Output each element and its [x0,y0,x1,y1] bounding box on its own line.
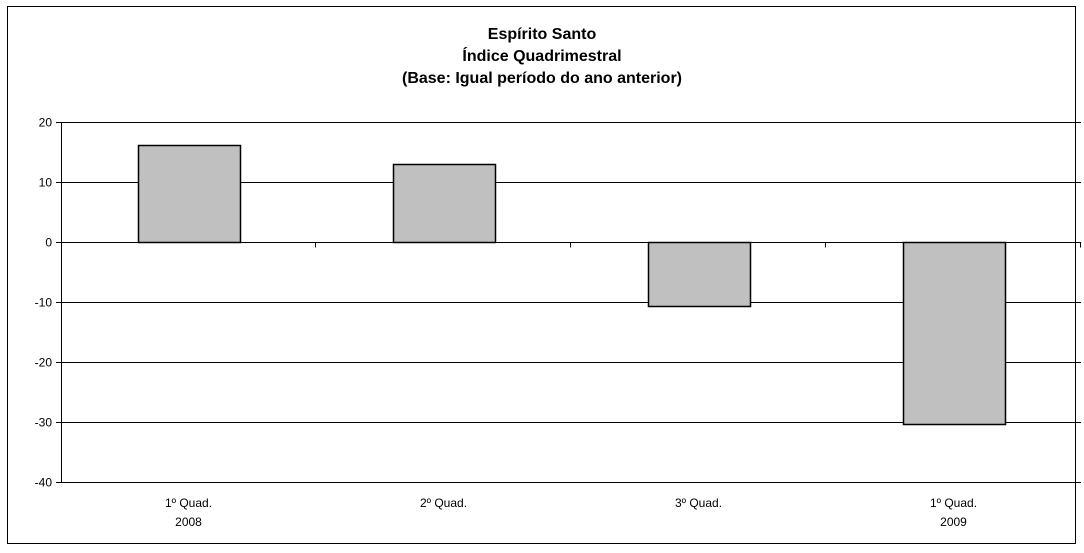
bar [647,241,752,308]
x-category-label: 1º Quad. 2009 [930,496,977,529]
chart-title: Espírito Santo Índice Quadrimestral (Bas… [0,24,1084,90]
x-category-label: 2º Quad. [420,496,467,510]
bar [392,163,497,244]
y-tick-label: 20 [39,116,53,130]
y-tick-label: 10 [39,176,53,190]
y-tick-label: -40 [35,476,53,490]
chart-title-line-3: (Base: Igual período do ano anterior) [401,70,683,87]
x-category-label: 3º Quad. [675,496,722,510]
chart-title-line-2: Índice Quadrimestral [462,48,622,65]
x-category-label: 1º Quad. 2008 [165,496,212,529]
chart-frame [7,6,1076,544]
tick-labels: 20 10 0 -10 -20 -30 -40 1º Quad. 2008 2º Quad. 3º … [35,116,977,530]
bars [137,144,1007,426]
y-tick-label: -30 [35,416,53,430]
y-tick-label: -10 [35,296,53,310]
chart-title-line-1: Espírito Santo [487,26,597,43]
bar [137,144,242,244]
bar [902,241,1007,426]
y-tick-label: -20 [35,356,53,370]
y-tick-label: 0 [45,236,52,250]
